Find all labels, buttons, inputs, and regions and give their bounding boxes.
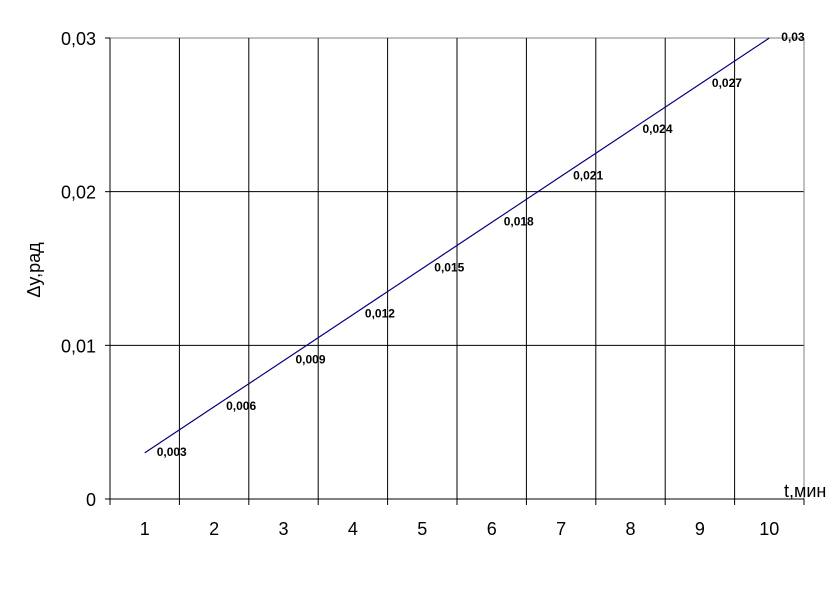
y-tick-label: 0,02 (61, 183, 96, 203)
x-tick-label: 3 (278, 519, 288, 539)
data-label: 0,009 (296, 353, 326, 367)
data-label: 0,003 (157, 445, 187, 459)
x-tick-label: 10 (759, 519, 779, 539)
data-label: 0,015 (434, 261, 464, 275)
data-label: 0,021 (573, 168, 603, 182)
y-tick-label: 0 (86, 490, 96, 510)
x-tick-label: 6 (487, 519, 497, 539)
data-label: 0,024 (643, 122, 673, 136)
y-tick-label: 0,01 (61, 336, 96, 356)
x-tick-label: 9 (695, 519, 705, 539)
labels: 0 0,01 0,02 0,03 1 2 3 4 5 6 7 8 9 10 0,003 0,006 0,009 0… (61, 29, 805, 539)
x-tick-label: 2 (209, 519, 219, 539)
y-tick-label: 0,03 (61, 29, 96, 49)
y-axis-label: Δy,рад (24, 242, 44, 298)
x-tick-label: 1 (140, 519, 150, 539)
series-line (144, 37, 770, 454)
data-label: 0,027 (712, 76, 742, 90)
axes (105, 37, 805, 505)
data-label: 0,012 (365, 307, 395, 321)
gridlines (110, 37, 805, 499)
x-tick-label: 4 (348, 519, 358, 539)
x-tick-label: 7 (556, 519, 566, 539)
data-label: 0,018 (504, 214, 534, 228)
data-label: 0,006 (226, 399, 256, 413)
x-axis-label: t,мин (784, 481, 826, 501)
series (144, 37, 770, 454)
x-tick-label: 8 (625, 519, 635, 539)
data-label: 0,03 (781, 30, 805, 44)
x-tick-label: 5 (417, 519, 427, 539)
